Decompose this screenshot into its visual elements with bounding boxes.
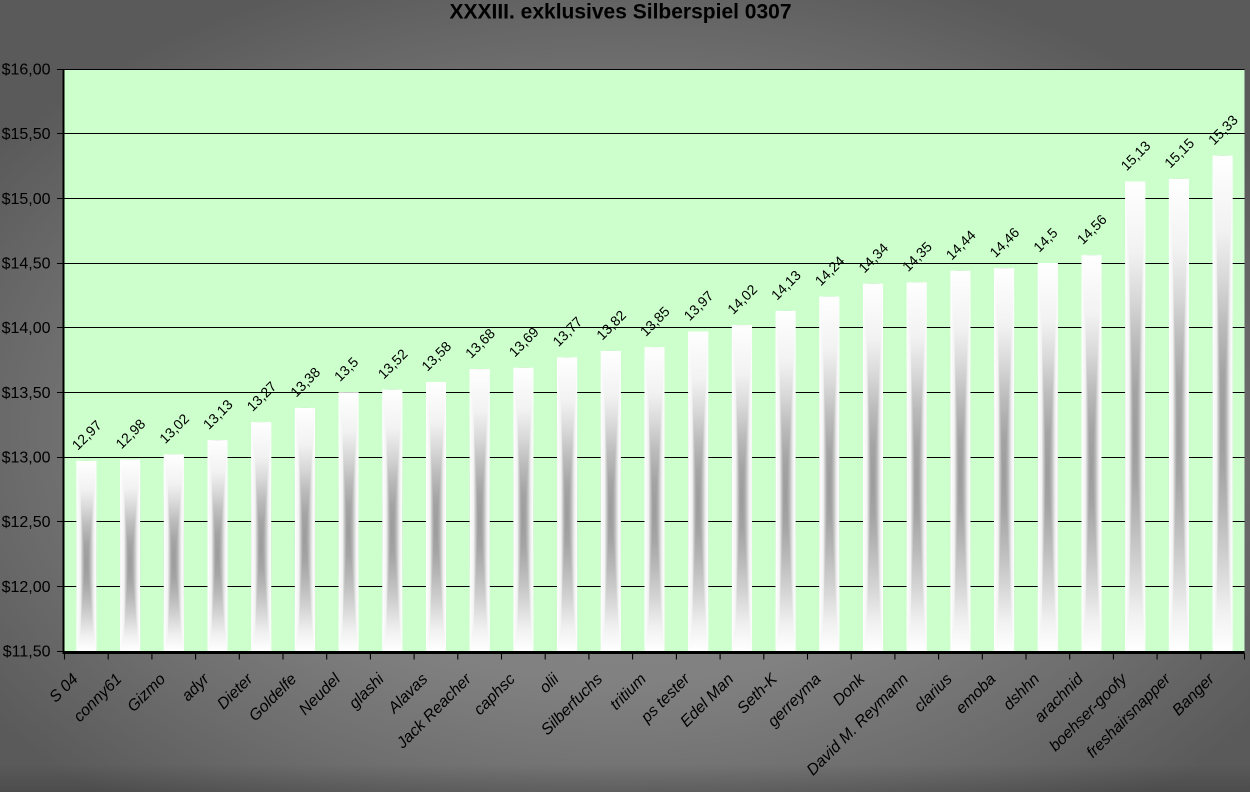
svg-text:$14,00: $14,00 xyxy=(2,320,51,337)
svg-text:$11,50: $11,50 xyxy=(3,644,51,661)
svg-text:$15,50: $15,50 xyxy=(2,126,51,143)
svg-text:$13,00: $13,00 xyxy=(2,450,51,467)
svg-text:$12,00: $12,00 xyxy=(2,579,51,596)
svg-text:XXXIII. exklusives Silberspiel: XXXIII. exklusives Silberspiel 0307 xyxy=(449,1,791,24)
svg-text:$15,00: $15,00 xyxy=(2,191,51,208)
svg-text:$12,50: $12,50 xyxy=(2,514,51,531)
svg-text:$16,00: $16,00 xyxy=(2,62,51,79)
svg-text:$13,50: $13,50 xyxy=(2,385,51,402)
svg-text:$14,50: $14,50 xyxy=(2,256,51,273)
